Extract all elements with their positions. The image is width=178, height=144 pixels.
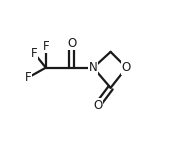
Text: F: F <box>31 47 38 60</box>
Text: O: O <box>93 99 102 112</box>
Text: N: N <box>89 61 98 74</box>
Text: F: F <box>25 71 31 84</box>
Text: O: O <box>67 37 76 50</box>
Text: O: O <box>122 61 131 74</box>
Text: F: F <box>43 40 49 53</box>
